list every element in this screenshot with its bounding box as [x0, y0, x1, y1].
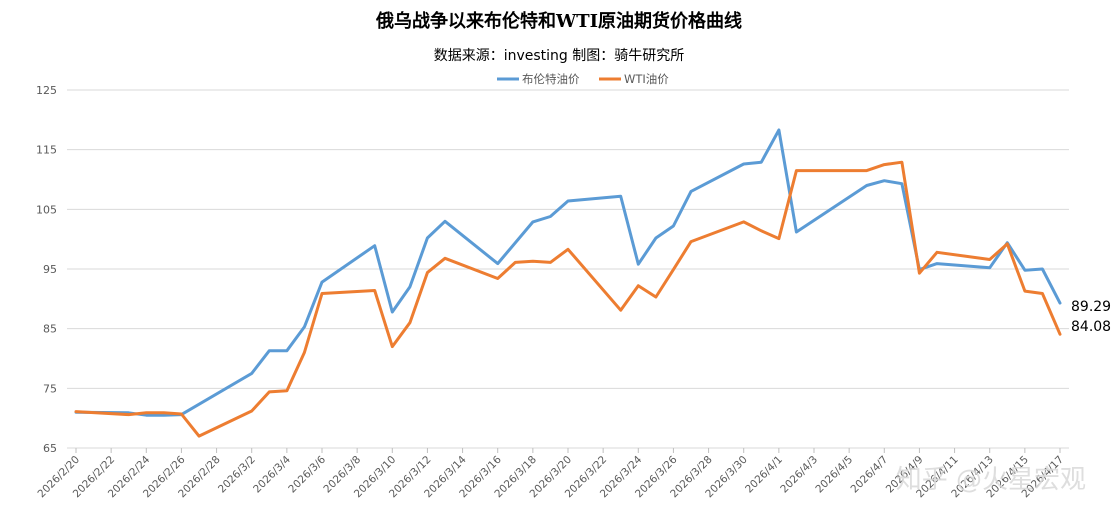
y-axis: 65 75 85 95 105 115 125: [36, 84, 57, 455]
x-tick-label: 2026/4/3: [778, 454, 820, 496]
y-tick-label: 95: [43, 263, 57, 276]
legend-label: 布伦特油价: [522, 72, 580, 86]
series-layer: [74, 128, 1062, 438]
series-line: [74, 128, 1062, 417]
end-value-label: 84.08: [1071, 319, 1111, 335]
x-tick-label: 2026/3/4: [251, 453, 293, 495]
legend: 布伦特油价 WTI油价: [497, 72, 669, 86]
x-tick-label: 2026/3/6: [286, 453, 328, 495]
y-tick-label: 115: [36, 144, 57, 157]
x-tick-label: 2026/3/2: [216, 454, 258, 496]
chart-title: 俄乌战争以来布伦特和WTI原油期货价格曲线: [375, 10, 742, 32]
chart-subtitle: 数据来源：investing 制图：骑牛研究所: [434, 48, 685, 64]
y-tick-label: 125: [36, 84, 57, 97]
y-tick-label: 75: [43, 382, 57, 395]
grid-lines: [67, 89, 1069, 449]
y-tick-label: 105: [36, 203, 57, 216]
legend-label: WTI油价: [624, 72, 669, 86]
x-tick-label: 2026/4/5: [813, 454, 855, 496]
x-tick-label: 2026/4/7: [849, 454, 891, 496]
y-tick-label: 65: [43, 442, 57, 455]
series-line: [74, 160, 1062, 438]
y-tick-label: 85: [43, 323, 57, 336]
watermark: 知乎 @火星宏观: [896, 465, 1086, 495]
end-labels: 89.29 84.08: [1071, 299, 1111, 335]
end-value-label: 89.29: [1071, 299, 1111, 315]
x-tick-label: 2026/4/1: [743, 454, 785, 496]
